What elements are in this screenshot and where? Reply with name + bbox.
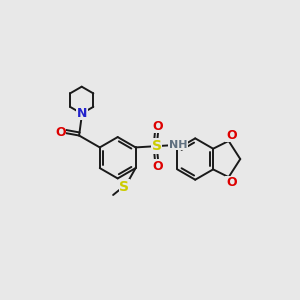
Text: N: N [76, 106, 87, 119]
Text: O: O [153, 120, 164, 133]
Text: O: O [55, 126, 66, 140]
Text: NH: NH [169, 140, 187, 150]
Text: O: O [226, 129, 236, 142]
Text: S: S [119, 180, 130, 194]
Text: S: S [152, 139, 162, 153]
Text: O: O [226, 176, 236, 189]
Text: O: O [153, 160, 164, 172]
